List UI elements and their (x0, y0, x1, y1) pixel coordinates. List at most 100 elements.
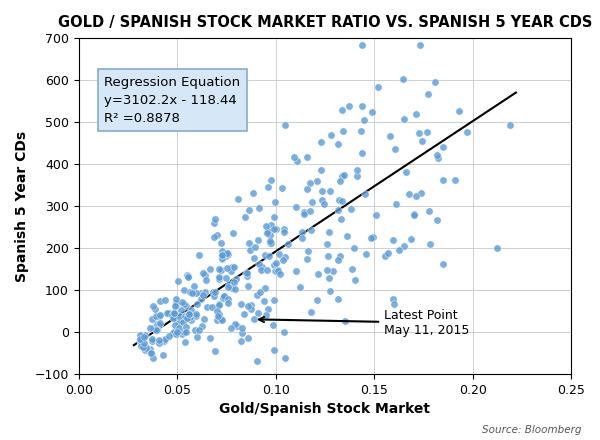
Point (155, 297, 165, 304)
Point (177, 298, 187, 305)
Point (344, 103, 353, 110)
Point (273, 267, 283, 274)
Point (217, 252, 226, 259)
Point (167, 312, 177, 319)
Point (262, 223, 271, 230)
Point (193, 301, 202, 308)
Point (280, 253, 289, 260)
Point (280, 355, 290, 362)
Point (271, 268, 281, 275)
Point (438, 144, 448, 151)
Point (160, 337, 169, 345)
Point (266, 239, 275, 246)
Point (155, 319, 164, 326)
Point (353, 172, 362, 180)
Point (253, 310, 263, 317)
Point (416, 189, 426, 196)
Point (391, 146, 400, 153)
Point (312, 296, 322, 303)
Point (177, 330, 187, 337)
Point (433, 151, 442, 158)
Point (172, 318, 181, 325)
Point (277, 184, 287, 191)
Point (242, 269, 251, 276)
Point (174, 324, 184, 331)
Point (227, 284, 237, 291)
Point (323, 252, 332, 259)
Point (324, 275, 334, 282)
Point (237, 324, 247, 331)
Point (343, 25, 352, 32)
Point (223, 284, 232, 291)
Point (424, 208, 434, 215)
Point (151, 313, 160, 320)
Point (291, 203, 301, 210)
Point (312, 178, 322, 185)
Point (299, 209, 309, 216)
Point (152, 326, 161, 333)
Point (222, 264, 232, 271)
Point (218, 294, 228, 301)
Point (439, 176, 448, 183)
Point (190, 326, 200, 334)
Point (281, 122, 290, 129)
Point (217, 316, 226, 323)
Point (322, 267, 332, 274)
Point (208, 289, 218, 296)
Point (221, 253, 231, 260)
Point (361, 250, 370, 257)
Point (307, 227, 316, 234)
Point (210, 348, 220, 355)
Point (138, 344, 148, 351)
Point (422, 129, 432, 136)
Point (196, 295, 205, 302)
Point (184, 273, 193, 280)
Point (398, 75, 408, 82)
Point (289, 153, 299, 160)
Point (179, 329, 189, 336)
Point (434, 155, 443, 162)
Point (140, 332, 150, 339)
Point (438, 260, 448, 267)
Point (146, 350, 156, 357)
Point (206, 266, 215, 273)
Point (183, 312, 193, 319)
Point (249, 316, 259, 323)
Point (217, 256, 226, 263)
Point (151, 326, 161, 334)
Point (162, 310, 172, 317)
Point (214, 265, 224, 272)
Point (326, 131, 335, 138)
Point (340, 318, 350, 325)
Point (415, 42, 425, 49)
Point (244, 206, 254, 213)
Point (253, 236, 263, 243)
Point (391, 200, 400, 207)
Point (406, 235, 416, 242)
Point (154, 321, 164, 328)
Point (164, 309, 174, 316)
Point (275, 271, 284, 278)
Point (194, 326, 203, 333)
Point (268, 322, 278, 329)
Point (337, 198, 347, 205)
Point (197, 322, 207, 329)
Point (146, 350, 155, 357)
Point (263, 184, 273, 191)
Point (302, 255, 311, 262)
Point (269, 347, 279, 354)
Point (223, 250, 233, 257)
Point (136, 337, 145, 344)
Point (145, 346, 154, 353)
Point (136, 339, 146, 346)
Point (158, 351, 167, 358)
Point (191, 310, 200, 317)
Point (264, 253, 274, 260)
Point (255, 289, 265, 296)
Point (361, 191, 370, 198)
Point (223, 249, 232, 257)
Point (430, 78, 439, 85)
Point (409, 211, 419, 218)
Point (259, 297, 269, 304)
Point (334, 295, 343, 302)
